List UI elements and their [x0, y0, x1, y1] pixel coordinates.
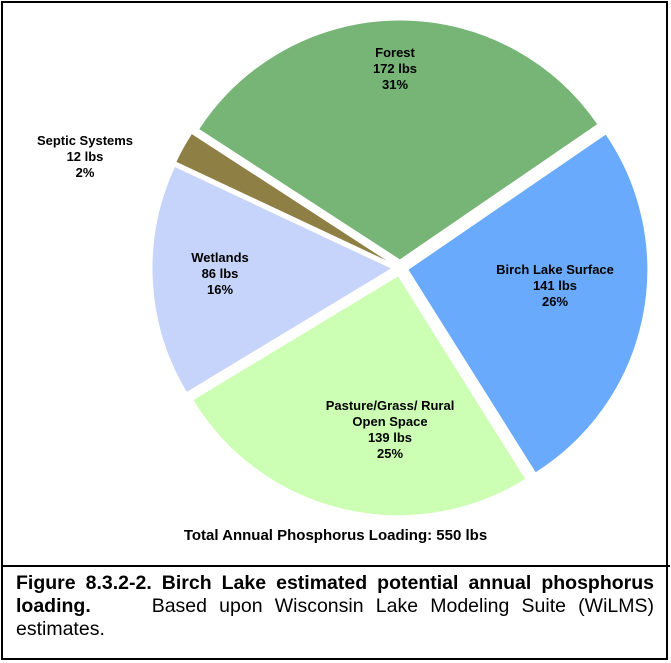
chart — [151, 19, 649, 517]
pie-slice — [407, 133, 649, 474]
slice-label: Wetlands 86 lbs 16% — [170, 250, 270, 298]
caption-text: Based upon Wisconsin Lake Modeling Suite… — [16, 595, 655, 640]
pie-slice — [192, 275, 527, 517]
annotation: Total Annual Phosphorus Loading: 550 lbs — [183, 527, 488, 544]
value-label: 86 lbs — [201, 266, 239, 281]
percent-label: 26% — [541, 294, 569, 309]
category-label: Septic Systems — [36, 133, 134, 148]
slice-label: Birch Lake Surface 141 lbs 26% — [480, 262, 630, 310]
caption: Figure 8.3.2-2. Birch Lake estimated pot… — [16, 572, 654, 641]
slice-label: Forest 172 lbs 31% — [335, 45, 455, 93]
pie-slice — [151, 165, 394, 394]
category-label: Birch Lake Surface — [496, 262, 614, 277]
separator — [1, 565, 670, 567]
category-label: Forest — [375, 45, 415, 60]
pie-slice — [197, 19, 599, 261]
pie-slice — [175, 132, 394, 265]
value-label: 172 lbs — [372, 61, 418, 76]
slice-label: Septic Systems 12 lbs 2% — [15, 133, 155, 181]
category-label: Wetlands — [191, 250, 249, 265]
percent-label: 2% — [75, 165, 95, 180]
percent-label: 16% — [206, 282, 234, 297]
category-label: Pasture/Grass/ Rural Open Space — [325, 398, 455, 429]
percent-label: 25% — [376, 446, 404, 461]
value-label: 12 lbs — [66, 149, 104, 164]
value-label: 141 lbs — [532, 278, 578, 293]
value-label: 139 lbs — [367, 430, 413, 445]
percent-label: 31% — [381, 77, 409, 92]
slice-label: Pasture/Grass/ Rural Open Space 139 lbs 25… — [320, 398, 460, 462]
caption-title: Figure 8.3.2-2. Birch Lake estimated pot… — [16, 572, 654, 617]
